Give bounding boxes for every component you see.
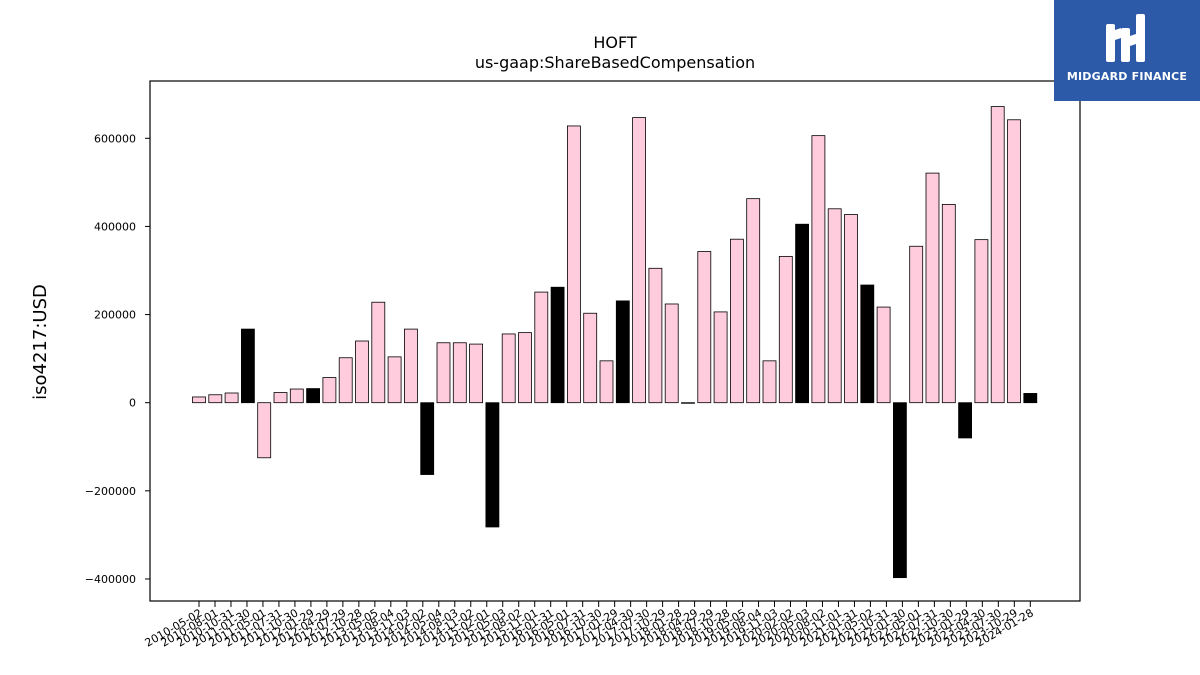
bar [925,172,940,404]
y-tick-label: 400000 [94,220,136,233]
bar [844,214,858,404]
bar [420,402,435,475]
bar [501,333,516,404]
logo-brand-name: MIDGARD FINANCE [1066,70,1188,83]
bar [958,402,972,439]
y-tick-label: 0 [129,397,136,410]
bar [827,208,842,404]
bar [909,245,924,404]
y-axis-label: iso4217:USD [30,284,51,400]
bars [192,106,1038,579]
bar [730,238,744,404]
bar [403,328,418,404]
bar [713,311,728,404]
bar [615,300,630,404]
bar [860,284,875,404]
chart-subtitle: us-gaap:ShareBasedCompensation [475,53,755,72]
midgard-finance-logo: MIDGARD FINANCE [1054,0,1200,101]
bar [273,392,288,404]
bar [355,340,369,404]
bar [876,306,891,404]
bar [240,328,255,404]
bar [518,332,532,404]
bar [306,388,321,404]
bar [452,342,467,404]
bar [697,251,712,404]
bar [893,402,907,579]
bar [371,301,386,404]
bar [762,360,777,404]
bar [795,223,809,404]
bar [664,303,679,404]
bar [583,312,598,404]
bar [632,117,646,404]
bar [192,396,206,404]
y-tick-label: −400000 [85,573,136,586]
y-tick-label: 200000 [94,309,136,322]
bar [941,203,956,404]
bar [224,392,239,404]
bar [1007,119,1021,404]
bar [485,402,500,528]
bar [257,402,272,459]
bar [387,356,402,404]
bar [746,198,761,404]
plot-frame [149,80,1081,602]
bar [534,291,549,404]
bar [811,135,826,404]
bar [322,377,337,404]
bar [599,360,614,404]
bar [681,402,695,404]
bar [1023,393,1038,404]
bar [436,342,451,404]
y-tick-label: 600000 [94,132,136,145]
bar [648,267,663,404]
bar [778,255,793,404]
bar [567,125,581,404]
midgard-logo-icon [1106,14,1145,62]
bar [550,286,565,404]
bar [338,357,353,404]
bar [289,388,304,404]
y-axis: −400000 −200000 0 200000 400000 600000 [85,132,150,586]
x-axis: 2010-05-022010-08-012010-10-312011-01-30… [143,601,1036,650]
bar [469,343,484,404]
y-tick-label: −200000 [85,485,136,498]
bar [208,394,223,404]
bar [974,239,989,404]
bar [990,106,1005,404]
chart-title: HOFT [593,33,637,52]
